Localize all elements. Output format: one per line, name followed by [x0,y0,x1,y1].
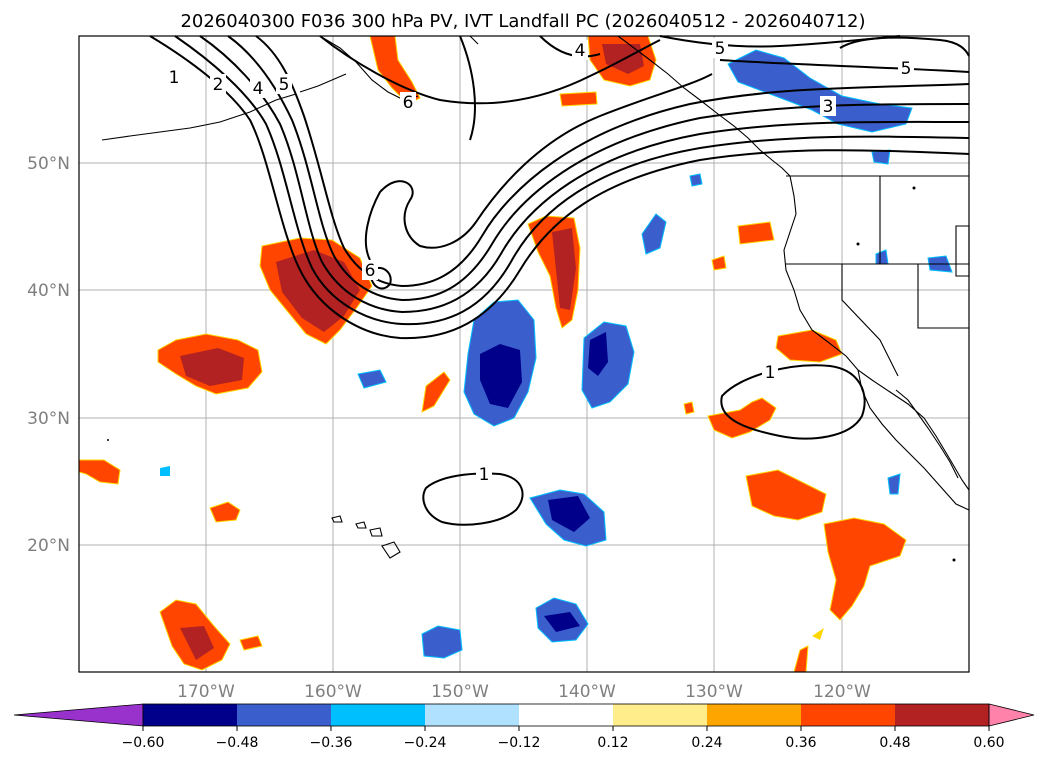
lon-label: 170°W [177,682,235,702]
colorbar-frame [142,703,990,727]
contour-label: 4 [253,79,264,99]
contour-label: 2 [213,75,224,95]
colorbar-tick-label: 0.24 [691,735,722,751]
chart-title: 2026040300 F036 300 hPa PV, IVT Landfall… [180,11,865,32]
longitude-labels: 170°W 160°W 150°W 140°W 130°W 120°W [177,682,871,702]
lon-label: 160°W [304,682,362,702]
lon-label: 130°W [685,682,743,702]
ivt-positive-fills [78,35,907,673]
colorbar: −0.60 −0.48 −0.36 −0.24 −0.12 0.12 0.24 0.36 0.4… [13,703,1035,751]
colorbar-tick-label: −0.60 [122,735,165,751]
map-frame [78,35,970,673]
contour-label: 3 [823,97,834,117]
lat-label: 40°N [27,281,70,301]
map-panel: 1 2 4 5 6 6 4 5 5 3 1 1 [78,35,970,673]
colorbar-segment [707,704,802,726]
contour-label: 1 [169,68,180,88]
colorbar-segment [237,704,332,726]
colorbar-segment [519,704,614,726]
colorbar-segment [143,704,238,726]
contour-label: 5 [279,75,290,95]
colorbar-tick-label: −0.24 [404,735,447,751]
colorbar-segment [801,704,896,726]
lat-label: 50°N [27,154,70,174]
colorbar-extend-high [988,703,1035,727]
lon-label: 120°W [813,682,871,702]
pv-contours [149,35,970,526]
lon-label: 150°W [431,682,489,702]
contour-label: 5 [901,59,912,79]
ivt-negative-fills [160,49,953,659]
colorbar-tick-label: −0.36 [310,735,353,751]
contour-label: 1 [479,465,490,485]
colorbar-tick-label: 0.48 [879,735,910,751]
colorbar-tick-label: 0.12 [597,735,628,751]
colorbar-tick-label: −0.48 [216,735,259,751]
colorbar-segment [331,704,426,726]
contour-label: 1 [765,363,776,383]
contour-label: 6 [365,261,376,281]
pv-contour-labels: 1 2 4 5 6 6 4 5 5 3 1 1 [166,38,914,485]
colorbar-tick-label: 0.60 [973,735,1004,751]
contour-label: 6 [403,93,414,113]
colorbar-segment [425,704,520,726]
colorbar-segment [613,704,708,726]
colorbar-tick-label: −0.12 [498,735,541,751]
lat-label: 20°N [27,536,70,556]
colorbar-tick-label: 0.36 [785,735,816,751]
contour-label: 5 [715,39,726,59]
lon-label: 140°W [558,682,616,702]
colorbar-segment [895,704,990,726]
colorbar-extend-low [13,703,144,727]
contour-label: 4 [575,41,586,61]
lat-label: 30°N [27,409,70,429]
latitude-labels: 50°N 40°N 30°N 20°N [27,154,70,556]
